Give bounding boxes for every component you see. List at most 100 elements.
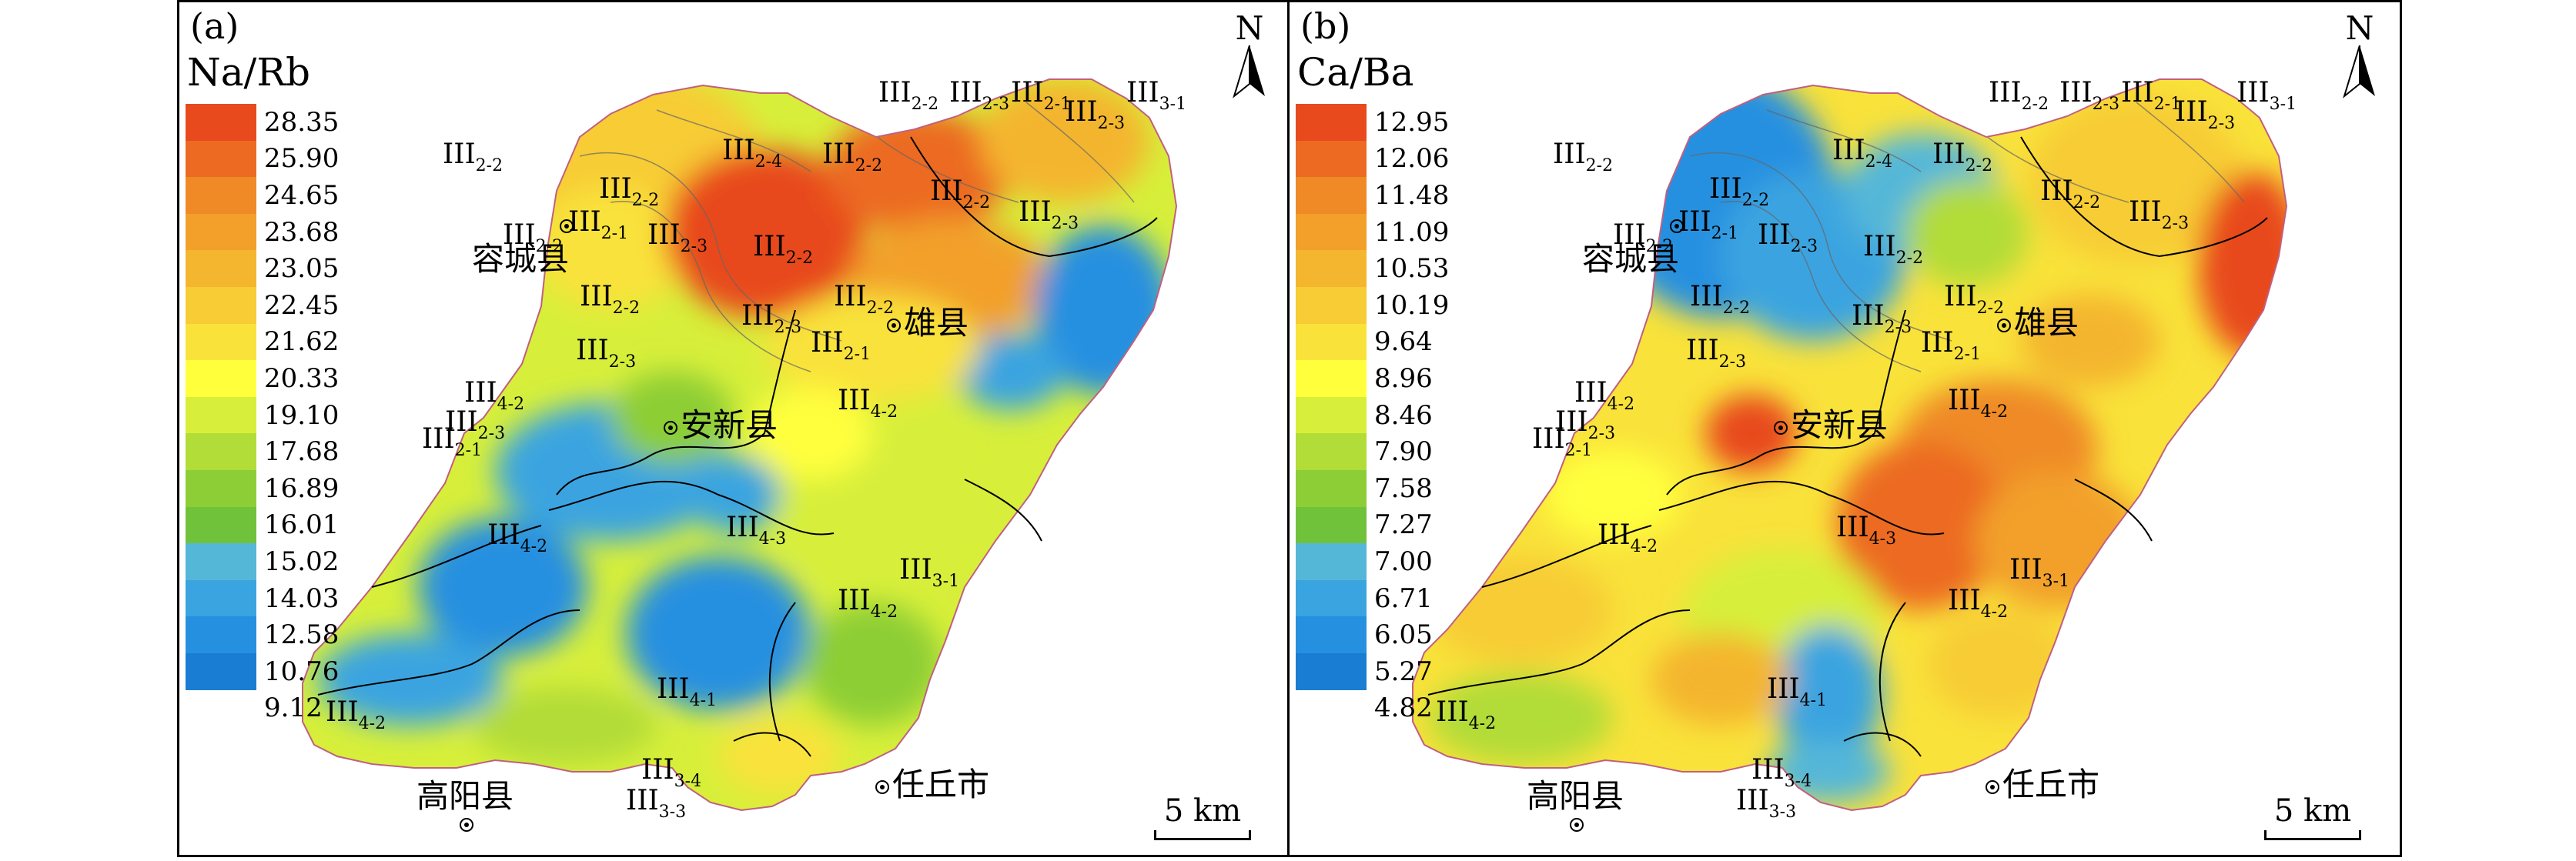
zone-code: III2-1	[422, 423, 483, 461]
zone-code: III3-1	[2236, 77, 2297, 115]
zone-code: III2-3	[1065, 96, 1126, 134]
legend-value: 8.46	[1374, 399, 1433, 431]
legend-value: 7.27	[1374, 509, 1433, 541]
zone-code: III3-1	[1126, 77, 1187, 115]
zone-code: III4-2	[464, 377, 525, 415]
zone-code: III4-2	[838, 585, 898, 622]
legend-value: 6.05	[1374, 619, 1433, 651]
legend-swatch	[186, 506, 256, 544]
zone-code: III4-2	[326, 696, 386, 734]
legend-swatch	[1296, 323, 1367, 361]
legend-value: 4.82	[1374, 692, 1433, 724]
legend-swatch	[186, 250, 256, 287]
zone-code: III2-1	[1011, 77, 1072, 115]
zone-code: III2-2	[930, 175, 991, 213]
legend-entry: 16.89	[186, 469, 340, 507]
legend-swatch	[1296, 543, 1367, 580]
legend-value: 17.68	[264, 436, 340, 468]
town-anxin: 安新县	[661, 409, 778, 442]
color-legend: 28.35 25.90 24.65 23.68 23.05 22.45 21.62 20.33…	[186, 104, 339, 726]
zone-code: III2-2	[1944, 281, 2005, 319]
map-a-boundaries	[317, 136, 1158, 757]
zone-code: III4-2	[1574, 377, 1635, 415]
map-a	[302, 78, 1177, 811]
zone-code: III2-2	[753, 231, 814, 269]
zone-code: III4-2	[1948, 585, 2009, 622]
north-arrow-icon	[1233, 45, 1265, 98]
legend-entry: 7.90	[1296, 433, 1449, 470]
legend-value: 7.00	[1374, 546, 1433, 577]
legend-swatch	[1296, 652, 1367, 690]
color-legend: 12.95 12.06 11.48 11.09 10.53 10.19 9.64 8.96 8.…	[1296, 104, 1449, 726]
legend-value: 24.65	[264, 179, 340, 211]
legend-value: 23.05	[264, 253, 340, 285]
legend-swatch	[186, 140, 256, 178]
zone-code: III4-2	[838, 385, 898, 422]
zone-code: III2-3	[1758, 219, 1818, 257]
legend-title: Ca/Ba	[1297, 50, 1414, 95]
legend-value: 16.89	[264, 472, 340, 504]
legend-entry: 9.64	[1296, 323, 1449, 361]
town-xiongxian: 雄县	[1994, 306, 2079, 340]
legend-value: 12.58	[264, 619, 340, 651]
legend-entry: 28.35	[186, 104, 339, 141]
legend-entry: 20.33	[186, 360, 339, 397]
north-arrow: N	[2333, 12, 2387, 102]
legend-entry: 21.62	[186, 323, 340, 361]
map-b-boundaries	[1427, 136, 2268, 757]
legend-swatch	[1296, 140, 1367, 178]
legend-value: 10.19	[1374, 289, 1450, 321]
zone-code: III2-2	[878, 77, 939, 115]
legend-entry: 23.05	[186, 250, 339, 287]
legend-swatch	[186, 433, 256, 470]
map-a-heat	[303, 79, 1176, 810]
legend-value: 11.48	[1374, 179, 1450, 211]
town-renqiu: 任丘市	[872, 768, 989, 802]
zone-code: III2-2	[580, 281, 641, 319]
legend-entry: 10.19	[1296, 286, 1450, 324]
legend-entry: 5.27	[1296, 652, 1449, 690]
town-xiongxian: 雄县	[884, 306, 969, 340]
legend-entry: 6.71	[1296, 579, 1449, 617]
zone-code: III2-1	[1921, 327, 1982, 365]
zone-code: III2-3	[1019, 196, 1079, 234]
legend-value: 25.90	[264, 143, 340, 175]
legend-value: 12.06	[1374, 143, 1450, 175]
zone-code: III4-3	[726, 512, 787, 549]
legend-swatch	[186, 104, 256, 141]
north-label: N	[2345, 9, 2374, 47]
legend-swatch	[186, 396, 256, 434]
legend-value: 28.35	[264, 106, 340, 138]
legend-entry: 25.90	[186, 140, 340, 178]
legend-entry: 6.05	[1296, 616, 1449, 653]
zone-code: III3-4	[641, 754, 702, 792]
zone-code: III4-2	[1948, 385, 2009, 422]
panel-a: (a) Na/Rb 28.35 25.90 24.65 23.68 23.05 22.45…	[177, 0, 1292, 857]
legend-title: Na/Rb	[187, 50, 311, 95]
legend-swatch	[186, 652, 256, 690]
zone-code: III2-1	[2121, 77, 2182, 115]
legend-swatch	[186, 177, 256, 214]
legend-swatch	[1296, 396, 1367, 434]
zone-code: III4-2	[487, 519, 548, 557]
legend-entry: 12.06	[1296, 140, 1450, 178]
zone-code: III2-2	[443, 138, 503, 176]
legend-value: 14.03	[264, 582, 340, 614]
zone-code: III3-1	[2009, 554, 2070, 592]
legend-entry: 19.10	[186, 396, 339, 434]
zone-code: III2-4	[1832, 135, 1893, 172]
scale-label: 5 km	[1163, 793, 1242, 829]
legend-value: 21.62	[264, 326, 340, 358]
scale-bar: 5 km	[1145, 795, 1260, 840]
legend-value: 7.90	[1374, 436, 1433, 468]
legend-value: 12.95	[1374, 106, 1450, 138]
legend-swatch	[1296, 616, 1367, 653]
legend-swatch	[1296, 250, 1367, 287]
town-marker-icon	[1570, 818, 1584, 832]
town-marker-icon	[664, 421, 677, 435]
zone-code: III2-2	[834, 281, 895, 319]
legend-entry: 11.09	[1296, 213, 1449, 251]
legend-swatch	[186, 213, 256, 251]
legend-swatch	[186, 323, 256, 361]
legend-value: 6.71	[1374, 582, 1433, 614]
